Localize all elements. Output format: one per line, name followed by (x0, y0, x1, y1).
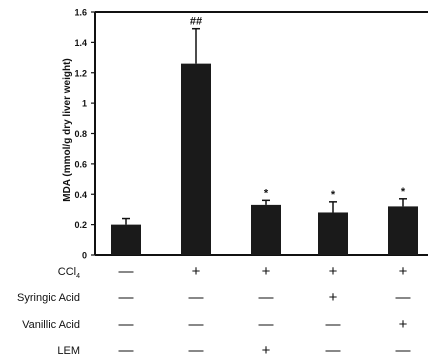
treatment-label-subscript: 4 (76, 273, 80, 280)
significance-label: ## (190, 16, 202, 28)
bar (181, 63, 211, 256)
treatment-mark: + (192, 263, 201, 280)
treatment-label: Vanillic Acid (22, 319, 80, 331)
treatment-mark: — (119, 316, 134, 333)
significance-label: * (401, 186, 406, 198)
treatment-mark: — (119, 342, 134, 359)
y-tick-label: 0 (82, 251, 87, 261)
plot-area: 0 0.2 0.4 0.6 0.8 1 1.2 1.4 1.6 ## * * * (74, 8, 428, 261)
y-tick-label: 0.6 (74, 159, 87, 169)
treatment-mark: — (259, 316, 274, 333)
treatment-mark: + (329, 289, 338, 306)
treatment-mark: + (399, 316, 408, 333)
treatment-mark: — (326, 342, 341, 359)
bar (318, 212, 348, 255)
treatment-mark: — (259, 289, 274, 306)
significance-label: * (331, 189, 336, 201)
treatment-mark: + (399, 263, 408, 280)
bar (111, 224, 141, 255)
y-axis-title: MDA (mmol/g dry liver weight) (62, 58, 73, 202)
treatment-mark: + (262, 263, 271, 280)
treatment-label: LEM (57, 345, 80, 357)
y-tick-label: 0.8 (74, 129, 87, 139)
treatment-mark: — (326, 316, 341, 333)
bar (388, 206, 418, 255)
y-tick-label: 0.4 (74, 190, 87, 200)
treatment-mark: — (189, 316, 204, 333)
y-tick-label: 0.2 (74, 220, 87, 230)
treatment-mark: — (396, 289, 411, 306)
treatment-mark: — (119, 263, 134, 280)
treatment-label: CCl4 (58, 266, 80, 280)
treatment-mark: — (396, 342, 411, 359)
y-tick-label: 1.6 (74, 8, 87, 18)
bar (251, 204, 281, 255)
treatment-mark: + (329, 263, 338, 280)
y-tick-label: 1.2 (74, 68, 87, 78)
y-tick-label: 1 (82, 99, 87, 109)
treatment-label: Syringic Acid (17, 292, 80, 304)
treatment-mark: — (189, 342, 204, 359)
y-tick-label: 1.4 (74, 38, 87, 48)
significance-label: * (264, 187, 269, 199)
treatment-table: CCl4 — + + + + Syringic Acid — — — + — Vanillic Acid… (17, 263, 410, 359)
treatment-mark: — (119, 289, 134, 306)
treatment-mark: — (189, 289, 204, 306)
treatment-mark: + (262, 342, 271, 359)
